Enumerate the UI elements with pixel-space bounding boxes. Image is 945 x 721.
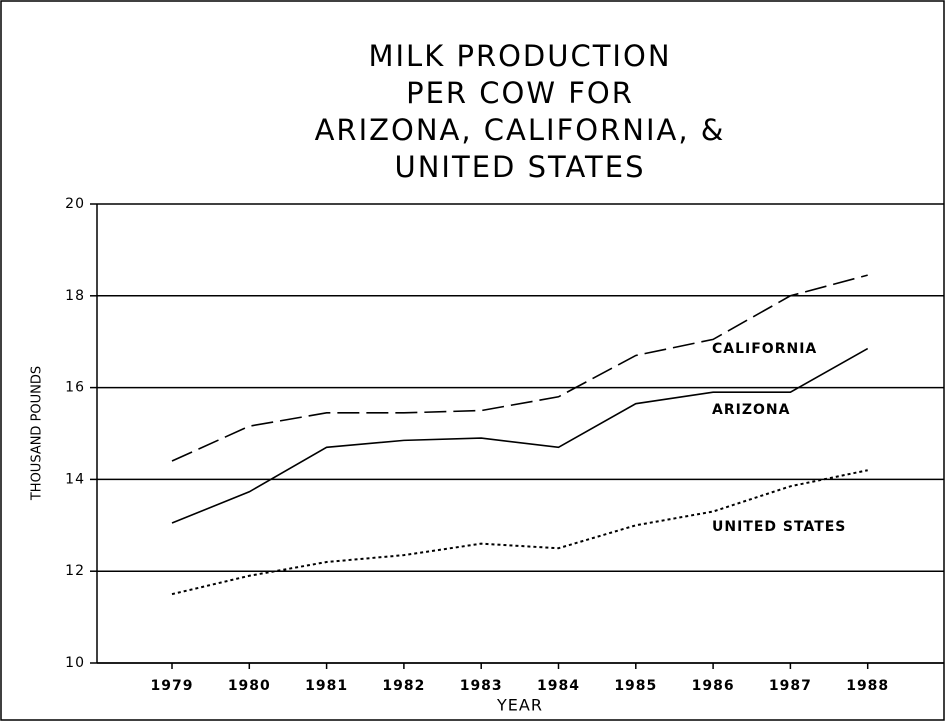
x-tick-label: 1984 bbox=[537, 678, 580, 694]
series-label: CALIFORNIA bbox=[712, 341, 817, 357]
y-tick-label: 14 bbox=[65, 471, 85, 487]
x-tick-label: 1988 bbox=[846, 678, 889, 694]
x-tick-label: 1981 bbox=[305, 678, 348, 694]
y-tick-label: 20 bbox=[65, 196, 85, 212]
y-tick-label: 18 bbox=[65, 288, 85, 304]
chart-title: PER COW FOR bbox=[406, 76, 634, 110]
y-axis-label: THOUSAND POUNDS bbox=[30, 366, 45, 501]
chart-title: UNITED STATES bbox=[395, 150, 646, 184]
y-tick-label: 10 bbox=[65, 655, 85, 671]
series-line bbox=[171, 469, 868, 596]
x-tick-label: 1987 bbox=[769, 678, 812, 694]
series-label: ARIZONA bbox=[712, 402, 790, 418]
x-tick-label: 1983 bbox=[460, 678, 503, 694]
y-tick-label: 16 bbox=[65, 380, 85, 396]
series-line bbox=[171, 274, 868, 462]
y-tick-label: 12 bbox=[65, 563, 85, 579]
x-tick-label: 1985 bbox=[614, 678, 657, 694]
x-tick-label: 1986 bbox=[692, 678, 735, 694]
series-line bbox=[171, 347, 869, 524]
chart-title: MILK PRODUCTION bbox=[368, 39, 671, 73]
x-tick-label: 1982 bbox=[382, 678, 425, 694]
x-tick-label: 1980 bbox=[228, 678, 271, 694]
x-tick-label: 1979 bbox=[151, 678, 194, 694]
series-label: UNITED STATES bbox=[712, 519, 846, 535]
chart-title: ARIZONA, CALIFORNIA, & bbox=[315, 113, 726, 147]
x-axis-label: YEAR bbox=[496, 696, 543, 715]
